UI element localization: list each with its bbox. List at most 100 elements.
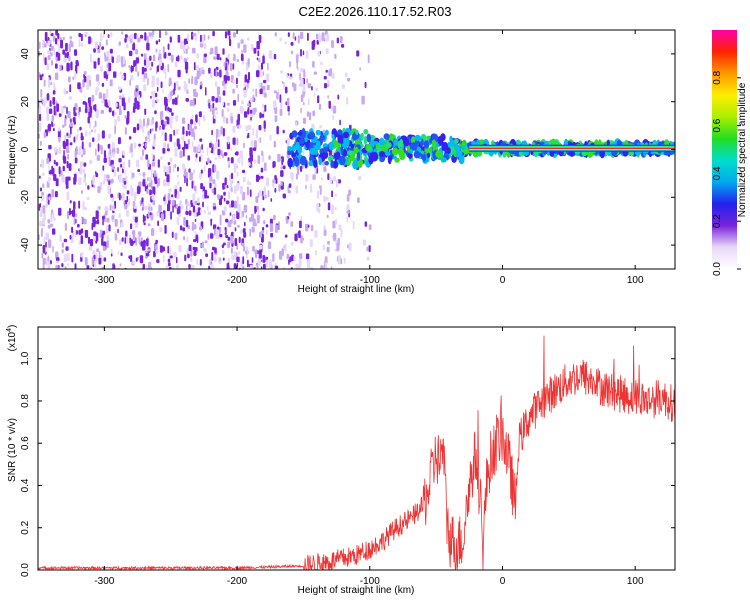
spectrogram-cell — [263, 220, 266, 225]
spectrogram-band-cell — [342, 131, 350, 139]
spectrogram-cell — [49, 30, 52, 35]
spectrogram-cell — [67, 210, 70, 220]
spectrogram-cell — [327, 202, 331, 211]
spectrogram-cell — [171, 199, 175, 206]
spectrogram-band-cell — [294, 156, 300, 167]
spectrogram-cell — [267, 62, 269, 71]
spectrogram-cell — [279, 37, 282, 42]
spectrogram-cell — [151, 61, 153, 67]
spectrogram-cell — [222, 102, 224, 106]
spectrogram-cell — [167, 52, 172, 56]
spectrogram-cell — [58, 166, 61, 175]
spectrogram-cell — [42, 73, 44, 77]
spectrogram-cell — [252, 245, 255, 252]
spectrogram-band-cell — [363, 128, 369, 135]
spectrogram-cell — [286, 253, 290, 260]
spectrogram-cell — [167, 93, 171, 103]
spectrogram-cell — [39, 175, 41, 179]
spectrogram-cell — [325, 69, 328, 73]
x-tick-label: 0 — [500, 576, 506, 587]
spectrogram-cell — [121, 31, 124, 35]
spectrogram-cell — [190, 257, 193, 262]
spectrogram-cell — [136, 34, 139, 39]
spectrogram-cell — [289, 61, 291, 68]
spectrogram-cell — [206, 147, 209, 156]
spectrogram-cell — [63, 88, 67, 95]
spectrogram-cell — [128, 50, 133, 57]
spectrogram-cell — [115, 102, 118, 108]
spectrogram-cell — [185, 130, 188, 137]
spectrogram-cell — [97, 133, 101, 141]
spectrogram-cell — [75, 135, 79, 140]
spectrogram-cell — [47, 79, 51, 88]
spectrogram-cell — [247, 103, 251, 107]
spectrogram-cell — [96, 248, 100, 252]
spectrogram-cell — [337, 179, 341, 184]
spectrogram-cell — [140, 53, 144, 57]
spectrogram-cell — [102, 165, 105, 171]
spectrogram-cell — [297, 35, 300, 44]
spectrogram-cell — [185, 205, 188, 213]
spectrogram-band-cell — [330, 160, 334, 169]
spectrogram-cell — [108, 107, 112, 113]
spectrogram-cell — [94, 120, 97, 128]
spectrogram-cell — [234, 227, 237, 232]
spectrogram-cell — [140, 156, 144, 161]
spectrogram-cell — [142, 263, 145, 269]
spectrogram-cell — [163, 179, 167, 187]
spectrogram-cell — [266, 259, 269, 268]
spectrogram-cell — [239, 185, 243, 195]
spectrogram-cell — [207, 157, 210, 164]
spectrogram-cell — [327, 80, 330, 85]
spectrogram-band-cell — [408, 149, 414, 154]
spectrogram-cell — [48, 163, 50, 172]
spectrogram-cell — [132, 42, 135, 49]
spectrogram-cell — [75, 213, 78, 218]
spectrogram-cell — [270, 198, 273, 202]
spectrogram-cell — [182, 126, 185, 135]
y-tick-label: 0 — [20, 146, 31, 152]
spectrogram-cell — [346, 210, 350, 214]
spectrogram-cell — [340, 258, 343, 265]
spectrogram-cell — [207, 35, 210, 40]
spectrogram-cell — [79, 126, 82, 131]
spectrogram-cell — [256, 205, 259, 211]
spectrogram-cell — [222, 48, 225, 55]
spectrogram-cell — [121, 192, 125, 201]
spectrogram-cell — [192, 205, 196, 213]
spectrogram-cell — [269, 218, 273, 225]
spectrogram-cell — [274, 188, 277, 193]
spectrogram-cell — [43, 132, 47, 138]
spectrogram-cell — [262, 103, 265, 108]
spectrogram-cell — [98, 257, 102, 265]
spectrogram-cell — [213, 56, 217, 60]
spectrogram-cell — [258, 83, 261, 88]
spectrogram-cell — [213, 146, 215, 155]
spectrogram-cell — [176, 128, 179, 135]
spectrogram-cell — [39, 203, 42, 209]
spectrogram-cell — [137, 169, 140, 173]
spectrogram-cell — [160, 213, 164, 221]
spectrogram-band-cell — [337, 134, 344, 144]
spectrogram-cell — [191, 77, 194, 85]
spectrogram-cell — [211, 108, 215, 115]
spectrogram-cell — [94, 220, 97, 225]
spectrogram-cell — [57, 129, 61, 138]
spectrogram-cell — [224, 177, 227, 186]
spectrogram-cell — [68, 163, 72, 171]
spectrogram-cell — [123, 180, 127, 185]
spectrogram-cell — [186, 248, 189, 255]
spectrogram-cell — [153, 170, 157, 177]
spectrogram-cell — [160, 119, 164, 126]
spectrogram-signal-band — [287, 127, 675, 170]
spectrogram-cell — [312, 174, 316, 180]
spectrogram-cell — [211, 188, 214, 194]
spectrogram-cell — [149, 55, 152, 61]
spectrogram-cell — [144, 32, 147, 41]
spectrogram-cell — [87, 236, 91, 244]
spectrogram-cell — [146, 188, 149, 195]
spectrogram-cell — [282, 165, 286, 170]
spectrogram-cell — [273, 140, 277, 148]
spectrogram-cell — [248, 158, 251, 161]
